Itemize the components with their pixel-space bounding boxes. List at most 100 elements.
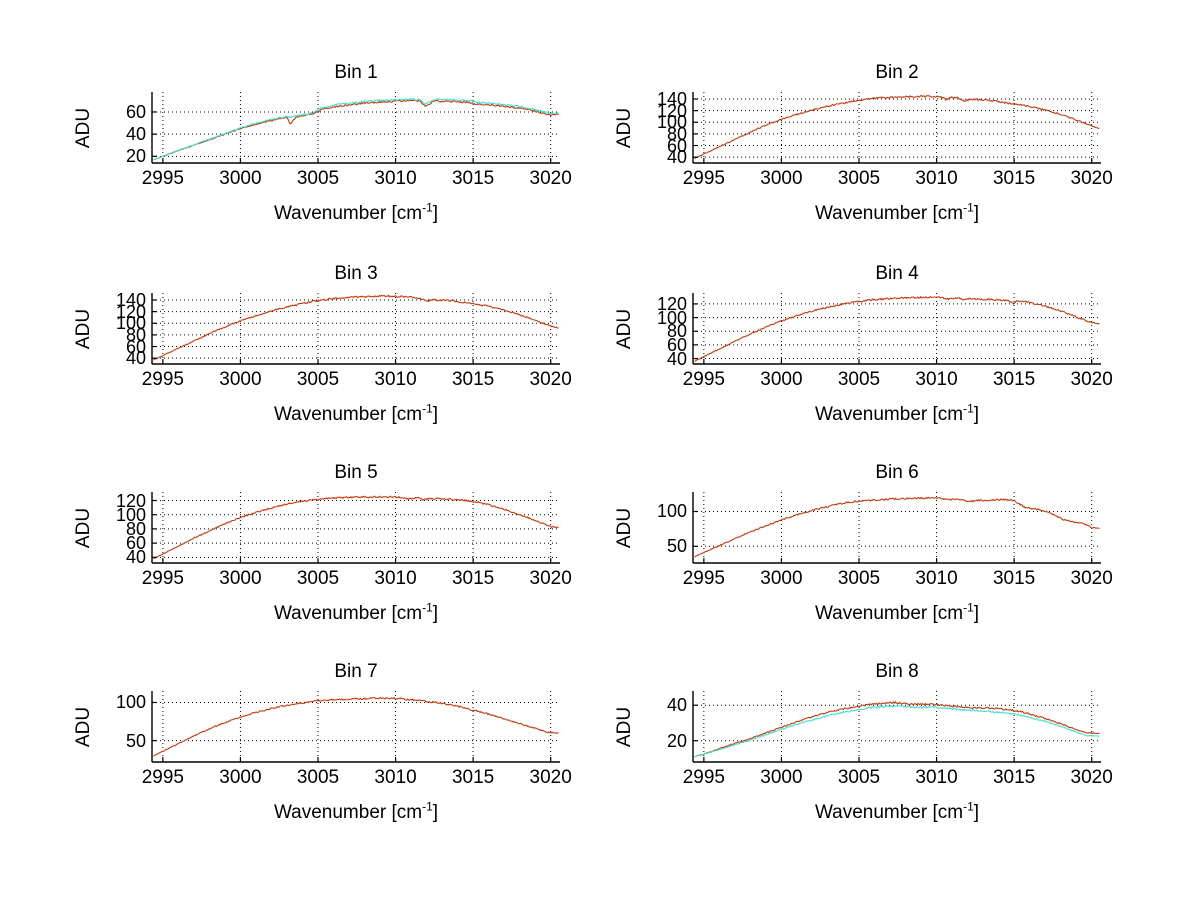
data-series-red xyxy=(694,295,1100,363)
x-axis-label-text: Wavenumber [cm xyxy=(273,404,423,425)
y-tick-label: 60 xyxy=(666,334,687,355)
panel-title-bin-1: Bin 1 xyxy=(334,62,378,83)
subplot-panel-7: Bin 7 ADU 50 100 2995 3000 3005 3010 3015 3020 Wav… xyxy=(0,643,600,843)
y-tick-label: 60 xyxy=(125,101,146,122)
x-tick-label: 3020 xyxy=(1070,168,1113,189)
y-tick-label: 40 xyxy=(125,547,146,568)
x-axis-label-text: Wavenumber [cm xyxy=(273,802,423,823)
x-axis-label-exponent: -1 xyxy=(963,600,974,615)
data-series-red xyxy=(153,495,559,560)
data-series-cyan xyxy=(153,97,559,161)
x-tick-label: 3005 xyxy=(837,168,881,189)
x-axis-label: Wavenumber [cm-1] xyxy=(693,202,1101,225)
x-tick-label: 3010 xyxy=(374,369,417,390)
y-tick-label: 40 xyxy=(125,124,146,145)
x-tick-label: 3015 xyxy=(451,168,495,189)
subplot-panel-1: Bin 1 ADU 20 40 60 2995 3000 3005 3010 3015 3020 Wa… xyxy=(0,44,600,244)
x-tick-label: 3000 xyxy=(760,369,803,390)
x-axis-label: Wavenumber [cm-1] xyxy=(693,600,1101,625)
y-tick-label: 100 xyxy=(115,692,146,713)
plot-area xyxy=(692,492,1101,564)
x-tick-label: 3015 xyxy=(451,369,495,390)
y-tick-label: 20 xyxy=(125,146,146,167)
axes-box xyxy=(150,291,562,366)
data-series-red xyxy=(153,294,559,361)
x-axis-label-exponent: -1 xyxy=(963,401,974,416)
x-tick-label: 3015 xyxy=(992,767,1036,788)
plot-area xyxy=(151,492,560,564)
x-tick-label: 3000 xyxy=(219,767,262,788)
x-axis-label-bracket: ] xyxy=(432,802,439,823)
plot-area xyxy=(692,293,1101,365)
x-axis-label-exponent: -1 xyxy=(422,401,433,416)
x-tick-label: 3005 xyxy=(296,168,340,189)
y-tick-label: 40 xyxy=(666,348,687,369)
y-tick-label: 100 xyxy=(656,112,687,133)
x-tick-label: 3010 xyxy=(915,168,958,189)
panel-title-bin-6: Bin 6 xyxy=(875,462,919,483)
panel-title-bin-3: Bin 3 xyxy=(334,263,378,284)
axes-box xyxy=(150,689,562,764)
x-axis-label-bracket: ] xyxy=(973,404,980,425)
data-series-red xyxy=(694,701,1100,758)
y-tick-label: 120 xyxy=(115,301,146,322)
y-axis-label: ADU xyxy=(73,706,94,747)
x-axis-label-exponent: -1 xyxy=(422,600,433,615)
subplot-panel-6: Bin 6 ADU 50 100 2995 3000 3005 3010 3015 3020 Wav… xyxy=(541,444,1141,644)
x-tick-label: 2995 xyxy=(682,568,725,589)
y-tick-label: 100 xyxy=(115,313,146,334)
y-tick-label: 100 xyxy=(115,504,146,525)
y-tick-label: 100 xyxy=(656,501,687,522)
panel-title-bin-2: Bin 2 xyxy=(875,62,919,83)
y-axis-label: ADU xyxy=(614,308,635,349)
y-tick-label: 120 xyxy=(656,293,687,314)
panel-title-bin-7: Bin 7 xyxy=(334,661,378,682)
y-tick-label: 40 xyxy=(666,695,687,716)
x-axis-label-bracket: ] xyxy=(432,603,439,624)
x-tick-label: 2995 xyxy=(141,168,184,189)
x-axis-label-bracket: ] xyxy=(973,802,980,823)
y-tick-label: 80 xyxy=(666,123,687,144)
x-axis-label-text: Wavenumber [cm xyxy=(273,603,423,624)
x-axis-label: Wavenumber [cm-1] xyxy=(152,600,560,625)
x-tick-label: 3010 xyxy=(915,767,958,788)
y-axis-label: ADU xyxy=(73,507,94,548)
y-axis-label: ADU xyxy=(73,107,94,148)
data-series-red xyxy=(153,696,559,757)
axes-box xyxy=(691,490,1103,565)
y-tick-label: 20 xyxy=(666,730,687,751)
x-tick-label: 3000 xyxy=(219,168,262,189)
y-tick-label: 100 xyxy=(656,307,687,328)
x-tick-label: 3010 xyxy=(374,568,417,589)
x-axis-label-text: Wavenumber [cm xyxy=(273,203,423,224)
x-axis-label-bracket: ] xyxy=(432,404,439,425)
axes-box xyxy=(691,90,1103,165)
y-axis-label: ADU xyxy=(614,706,635,747)
x-tick-label: 3020 xyxy=(1070,369,1113,390)
x-tick-label: 3005 xyxy=(296,568,340,589)
plot-area xyxy=(151,691,560,763)
plot-area xyxy=(151,92,560,164)
y-tick-label: 140 xyxy=(656,88,687,109)
x-tick-label: 3000 xyxy=(760,168,803,189)
subplot-panel-3: Bin 3 ADU 40 60 80 100 120 140 2995 3000 3005 3010 3… xyxy=(0,245,600,445)
x-axis-label-exponent: -1 xyxy=(963,799,974,814)
panel-title-bin-8: Bin 8 xyxy=(875,661,919,682)
y-tick-label: 40 xyxy=(666,147,687,168)
x-tick-label: 2995 xyxy=(682,168,725,189)
x-axis-label-bracket: ] xyxy=(432,203,439,224)
subplot-panel-5: Bin 5 ADU 40 60 80 100 120 2995 3000 3005 3010 3015… xyxy=(0,444,600,644)
x-tick-label: 3015 xyxy=(992,168,1036,189)
y-tick-label: 80 xyxy=(125,518,146,539)
x-axis-label: Wavenumber [cm-1] xyxy=(152,202,560,225)
x-tick-label: 2995 xyxy=(141,767,184,788)
axes-box xyxy=(150,90,562,165)
y-tick-label: 120 xyxy=(656,100,687,121)
x-axis-label-bracket: ] xyxy=(973,203,980,224)
x-tick-label: 3015 xyxy=(992,568,1036,589)
x-tick-label: 3005 xyxy=(837,767,881,788)
x-axis-label: Wavenumber [cm-1] xyxy=(693,799,1101,824)
x-tick-label: 3015 xyxy=(992,369,1036,390)
x-tick-label: 2995 xyxy=(141,568,184,589)
